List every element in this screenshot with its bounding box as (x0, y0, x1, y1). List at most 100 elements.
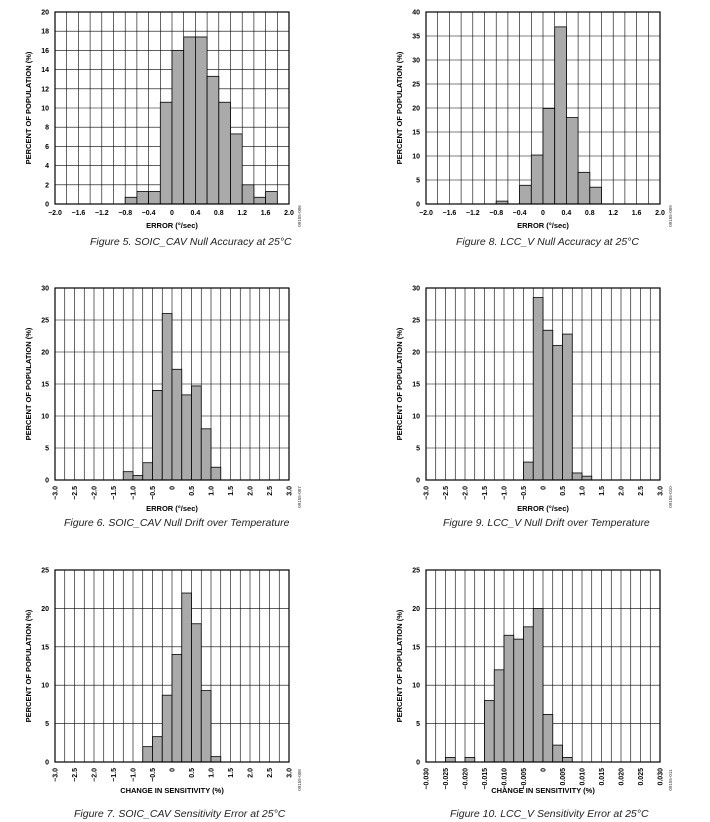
histogram-bar (152, 389, 163, 481)
y-tick-label: 25 (412, 82, 420, 89)
x-tick-label: 0.5 (189, 768, 196, 778)
x-tick-label: −0.015 (482, 768, 489, 790)
x-tick-label: −2.5 (72, 486, 79, 500)
x-axis-label: CHANGE IN SENSITIVITY (%) (491, 786, 595, 795)
y-tick-label: 20 (412, 350, 420, 357)
histogram-bar (445, 756, 456, 763)
x-tick-label: 0 (170, 768, 177, 772)
x-tick-label: −3.0 (424, 486, 431, 500)
figure-code: 09155-007 (297, 486, 302, 508)
y-tick-label: 20 (41, 10, 49, 17)
x-tick-label: −0.4 (513, 210, 527, 217)
y-tick-label: 5 (416, 178, 420, 185)
y-tick-label: 10 (41, 414, 49, 421)
x-tick-label: −0.5 (150, 768, 157, 782)
y-tick-label: 2 (45, 182, 49, 189)
figure-caption: Figure 7. SOIC_CAV Sensitivity Error at … (74, 808, 286, 820)
x-tick-label: −1.5 (111, 768, 118, 782)
x-tick-label: −0.030 (424, 768, 431, 790)
y-tick-label: 10 (412, 683, 420, 690)
x-tick-label: −2.0 (92, 486, 99, 500)
plot-frame (425, 287, 661, 481)
x-tick-label: −0.020 (463, 768, 470, 790)
x-tick-label: −0.8 (489, 210, 503, 217)
histogram-bar (194, 36, 208, 205)
x-tick-label: 1.2 (608, 210, 618, 217)
x-tick-label: −1.0 (131, 768, 138, 782)
x-tick-label: 0.8 (214, 210, 224, 217)
histogram-bar (206, 75, 220, 205)
histogram-bar (210, 466, 222, 481)
x-tick-label: −1.2 (466, 210, 480, 217)
x-tick-label: 3.0 (287, 486, 294, 496)
histogram-bar (183, 36, 196, 205)
x-tick-label: 1.6 (261, 210, 271, 217)
y-tick-label: 15 (412, 382, 420, 389)
histogram-bar (532, 608, 544, 763)
x-tick-label: −0.005 (521, 768, 528, 790)
x-tick-label: 1.0 (209, 768, 216, 778)
histogram-bar (161, 313, 173, 481)
y-tick-label: 16 (41, 48, 49, 55)
plot-frame (425, 569, 661, 763)
histogram-bar (566, 117, 579, 205)
x-axis-label: ERROR (°/sec) (517, 504, 569, 513)
x-tick-label: 2.0 (248, 486, 255, 496)
x-axis-label: CHANGE IN SENSITIVITY (%) (120, 786, 224, 795)
y-tick-label: 20 (41, 606, 49, 613)
histogram-bar (589, 186, 602, 205)
x-tick-label: −1.6 (442, 210, 456, 217)
y-tick-label: 15 (41, 382, 49, 389)
y-tick-label: 4 (45, 163, 49, 170)
x-tick-label: −2.0 (92, 768, 99, 782)
y-tick-label: 5 (45, 721, 49, 728)
histogram-bar (523, 626, 534, 763)
histogram-bar (552, 345, 563, 481)
figure-caption: Figure 10. LCC_V Sensitivity Error at 25… (450, 808, 649, 820)
histogram-bar (562, 756, 573, 763)
y-tick-label: 0 (416, 478, 420, 485)
x-tick-label: −0.4 (142, 210, 156, 217)
x-tick-label: −0.5 (150, 486, 157, 500)
x-tick-label: −2.0 (419, 210, 433, 217)
y-tick-label: 18 (41, 29, 49, 36)
x-tick-label: 1.5 (228, 486, 235, 496)
y-tick-label: 40 (412, 10, 420, 17)
y-tick-label: 6 (45, 144, 49, 151)
y-tick-label: 0 (45, 478, 49, 485)
y-tick-label: 0 (45, 760, 49, 767)
x-tick-label: 0.5 (189, 486, 196, 496)
histogram-bar (200, 428, 212, 481)
x-tick-label: −1.2 (95, 210, 109, 217)
histogram-bar (181, 592, 192, 763)
y-tick-label: 15 (412, 130, 420, 137)
y-tick-label: 0 (416, 202, 420, 209)
histogram-bar (464, 756, 476, 763)
histogram-bar (562, 333, 573, 481)
histogram-bar (181, 394, 192, 481)
y-axis-label: PERCENT OF POPULATION (%) (395, 609, 404, 722)
histogram-bar (503, 634, 515, 763)
histogram-bar (122, 471, 134, 481)
x-tick-label: 2.0 (248, 768, 255, 778)
histogram-bar (542, 329, 554, 481)
histogram-bar (171, 654, 183, 763)
histogram-bar (493, 669, 505, 763)
plot-frame (425, 11, 661, 205)
x-tick-label: 0.025 (638, 768, 645, 786)
y-tick-label: 35 (412, 34, 420, 41)
x-tick-label: 1.5 (599, 486, 606, 496)
x-tick-label: −0.8 (118, 210, 132, 217)
x-tick-label: −0.5 (521, 486, 528, 500)
histogram-bar (542, 713, 554, 763)
histogram-bar (200, 690, 212, 763)
x-tick-label: 0 (541, 210, 545, 217)
x-tick-label: 1.0 (209, 486, 216, 496)
y-tick-label: 5 (45, 446, 49, 453)
y-tick-label: 10 (412, 414, 420, 421)
y-tick-label: 14 (41, 67, 49, 74)
histogram-bar (142, 462, 153, 481)
histogram-bar (171, 50, 185, 205)
x-tick-label: 3.0 (287, 768, 294, 778)
